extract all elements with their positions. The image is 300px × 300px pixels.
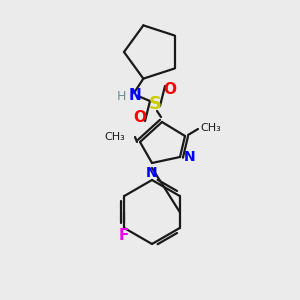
Text: H: H (117, 89, 126, 103)
Text: CH₃: CH₃ (104, 132, 125, 142)
Text: N: N (146, 166, 158, 180)
Text: S: S (148, 95, 161, 113)
Text: O: O (134, 110, 146, 125)
Text: N: N (184, 150, 196, 164)
Text: CH₃: CH₃ (200, 123, 221, 133)
Text: F: F (119, 228, 130, 243)
Text: O: O (164, 82, 176, 98)
Text: N: N (129, 88, 142, 104)
